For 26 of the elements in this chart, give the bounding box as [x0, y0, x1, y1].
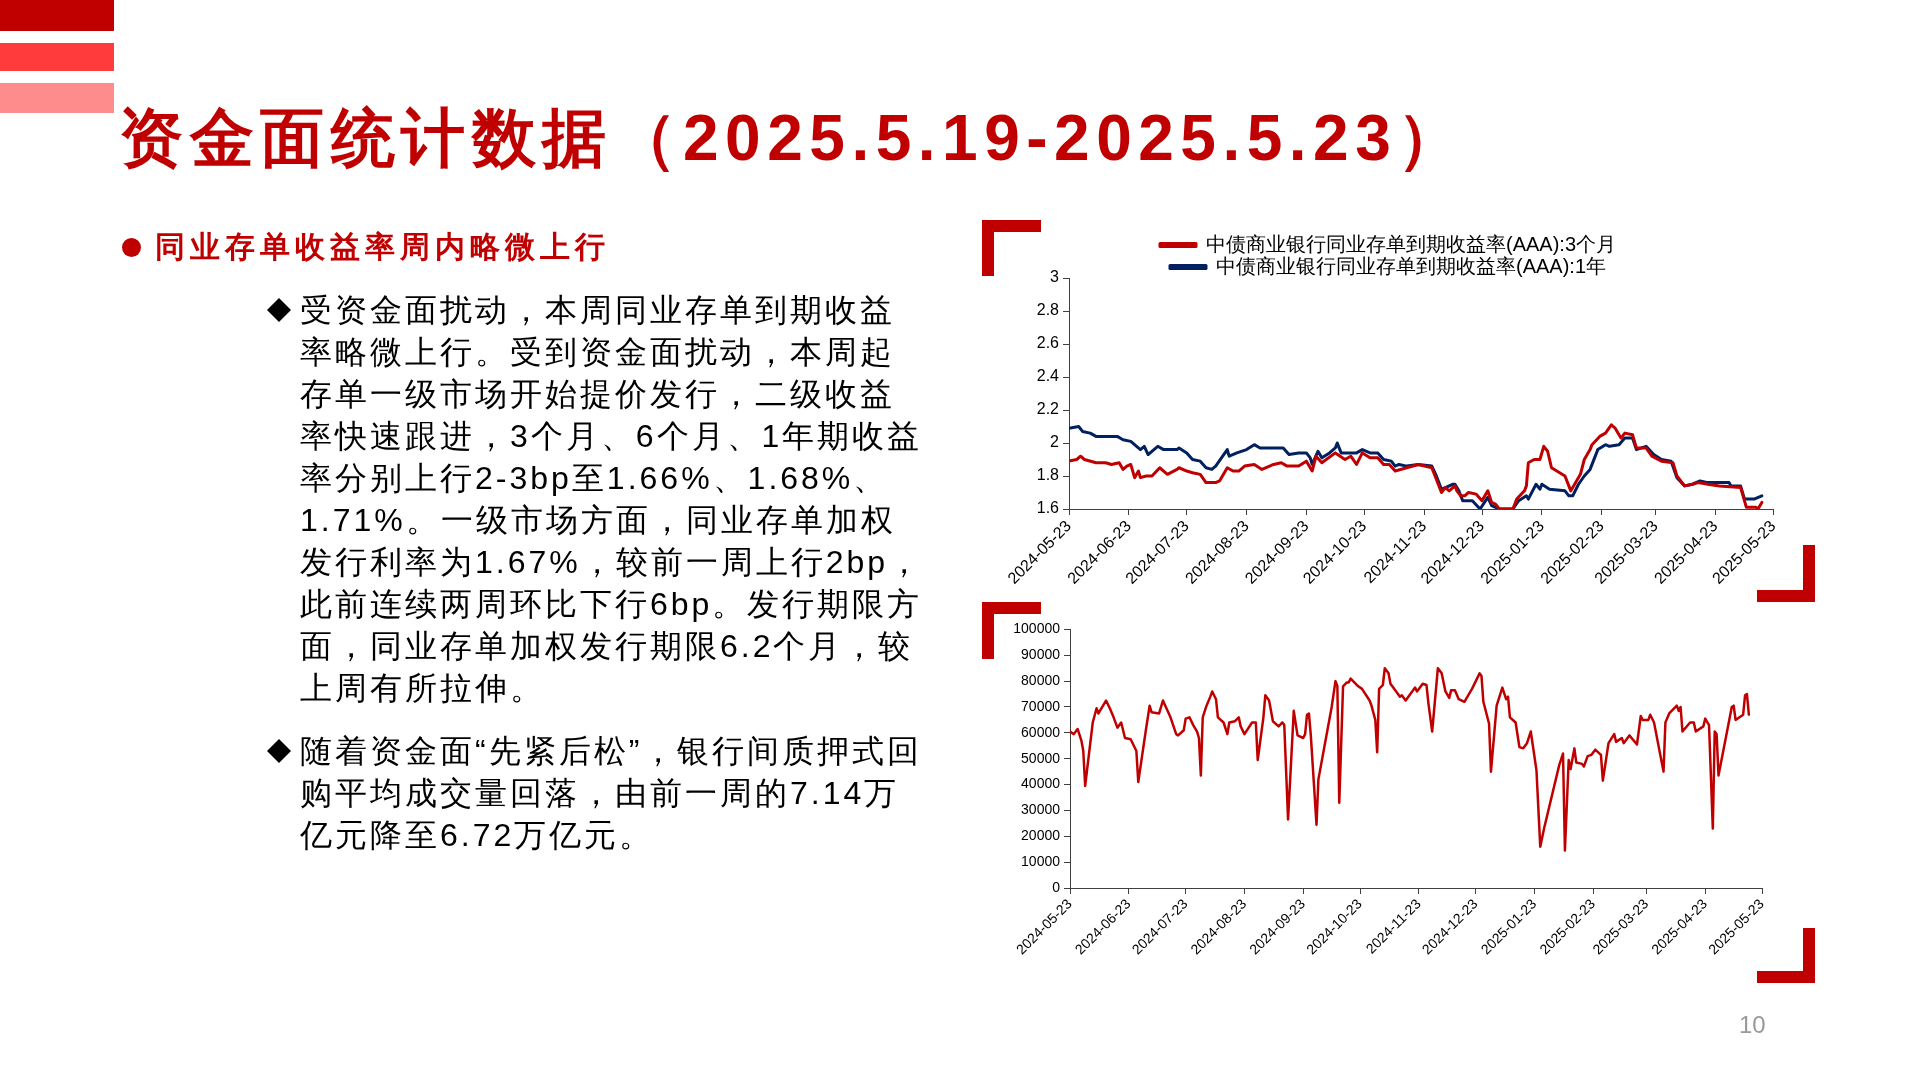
legend-label: 中债商业银行同业存单到期收益率(AAA):3个月: [1205, 232, 1617, 255]
text: 资金面统计数据（2025.5.19-2025.5.23）: [119, 101, 1468, 176]
legend-label: 中债商业银行同业存单到期收益率(AAA):1年: [1215, 254, 1607, 277]
y-tick-label: 30000: [1021, 801, 1061, 818]
y-tick-label: 2: [1050, 433, 1060, 451]
y-tick-label: 90000: [1021, 646, 1061, 663]
y-tick-label: 20000: [1021, 827, 1061, 844]
y-tick-label: 1.8: [1036, 466, 1060, 484]
text: 随着资金面“先紧后松”，银行间质押式回购平均成交量回落，由前一周的7.14万亿元降至6.72万亿元。: [300, 732, 924, 855]
y-tick-label: 100000: [1013, 620, 1061, 637]
y-tick-label: 80000: [1021, 671, 1061, 688]
y-tick-label: 2.8: [1036, 301, 1060, 319]
y-tick-label: 2.4: [1036, 367, 1060, 385]
y-tick-label: 50000: [1021, 749, 1061, 766]
text: 受资金面扰动，本周同业存单到期收益率略微上行。受到资金面扰动，本周起存单一级市场开始提价发行，二级收益率快速跟进，3个月、6个月、1年期收益率分别上行2-3bp至1.66%、1.68%、1.71%。一级市场方面，同业存单加权发行利率为1.67%，较前一周上行2bp，此前连续两周环比下行6bp。发行期限方面，同业存单加权发行期限6.2个月，较上周有所拉伸。: [300, 292, 924, 706]
text: 10: [1739, 1010, 1766, 1040]
y-tick-label: 1.6: [1036, 499, 1060, 517]
y-tick-label: 60000: [1021, 723, 1061, 740]
y-tick-label: 70000: [1021, 697, 1061, 714]
y-tick-label: 10000: [1021, 853, 1061, 869]
y-tick-label: 2.2: [1036, 400, 1060, 418]
y-tick-label: 40000: [1021, 775, 1061, 792]
y-tick-label: 0: [1052, 878, 1061, 895]
text: 同业存单收益率周内略微上行: [155, 229, 610, 265]
y-tick-label: 2.6: [1036, 334, 1060, 352]
y-tick-label: 3: [1050, 268, 1060, 286]
